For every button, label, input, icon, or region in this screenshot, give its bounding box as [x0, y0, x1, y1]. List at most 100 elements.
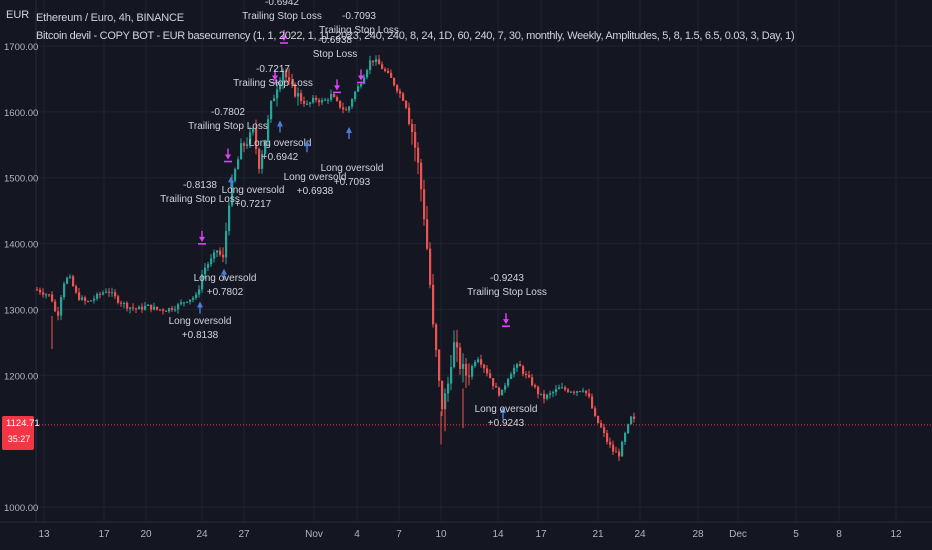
- candle-body: [297, 93, 300, 97]
- candle-body: [165, 310, 168, 312]
- candle-body: [630, 416, 633, 425]
- exit-signal-value: -0.7802: [211, 107, 245, 118]
- candle-body: [63, 283, 66, 298]
- long-entry-arrow-icon: [500, 406, 506, 413]
- candle-body: [321, 100, 324, 103]
- candle-body: [462, 363, 465, 369]
- candle-body: [354, 91, 357, 100]
- candle-body: [537, 386, 540, 395]
- candle-body: [312, 97, 315, 103]
- candle-body: [255, 128, 258, 149]
- candle-body: [360, 83, 363, 87]
- candle-body: [375, 59, 378, 63]
- candle-body: [96, 293, 99, 299]
- candle-body: [576, 391, 579, 393]
- candle-body: [111, 292, 114, 294]
- exit-signal-label: Trailing Stop Loss: [160, 194, 240, 205]
- candle-body: [267, 119, 270, 140]
- candle-body: [348, 106, 351, 111]
- candle-body: [492, 378, 495, 386]
- candle-body: [579, 391, 582, 393]
- candle-body: [342, 107, 345, 110]
- candle-body: [78, 292, 81, 300]
- candle-body: [522, 366, 525, 374]
- candle-body: [60, 297, 63, 316]
- candle-body: [624, 433, 627, 442]
- candle-body: [618, 451, 621, 457]
- candle-body: [114, 292, 117, 297]
- candle-body: [423, 189, 426, 220]
- candle-body: [435, 324, 438, 350]
- candle-body: [612, 444, 615, 452]
- candle-body: [633, 416, 636, 419]
- candle-body: [120, 302, 123, 304]
- candle-body: [420, 162, 423, 190]
- exit-arrow-icon: [358, 75, 364, 81]
- candle-body: [582, 390, 585, 392]
- candle-body: [195, 294, 198, 298]
- candle-body: [504, 385, 507, 390]
- current-price-badge: [2, 416, 34, 450]
- candle-body: [300, 93, 303, 102]
- candle-body: [390, 72, 393, 78]
- entry-signal-label: Long oversold: [284, 172, 347, 183]
- candle-body: [402, 93, 405, 101]
- price-tick-label: 1200.00: [4, 371, 38, 382]
- candle-body: [42, 292, 45, 295]
- time-tick-label: 27: [238, 529, 250, 540]
- candle-body: [384, 68, 387, 71]
- candle-body: [621, 441, 624, 457]
- price-tick-label: 1600.00: [4, 108, 38, 119]
- candle-body: [102, 292, 105, 295]
- candle-body: [249, 132, 252, 145]
- candle-body: [315, 97, 318, 100]
- candle-body: [525, 373, 528, 376]
- entry-signal-label: Long oversold: [475, 404, 538, 415]
- exit-signal-label: Trailing Stop Loss: [242, 11, 322, 22]
- symbol-title[interactable]: Ethereum / Euro, 4h, BINANCE: [36, 12, 184, 24]
- candle-body: [189, 299, 192, 302]
- candle-body: [198, 289, 201, 295]
- strategy-legend[interactable]: Bitcoin devil - COPY BOT - EUR basecurre…: [36, 30, 795, 42]
- price-tick-label: 1300.00: [4, 305, 38, 316]
- candle-body: [48, 294, 51, 296]
- long-entry-arrow-icon: [277, 120, 283, 127]
- candle-body: [117, 296, 120, 303]
- entry-signal-value: +0.7802: [207, 287, 244, 298]
- candle-body: [327, 99, 330, 101]
- candle-body: [399, 91, 402, 94]
- bar-countdown: 35:27: [7, 434, 31, 444]
- candle-body: [453, 342, 456, 368]
- candle-body: [588, 393, 591, 397]
- candle-body: [261, 153, 264, 169]
- candle-body: [318, 99, 321, 103]
- candle-body: [147, 304, 150, 306]
- candle-body: [564, 387, 567, 390]
- candle-body: [369, 60, 372, 71]
- candle-body: [366, 70, 369, 78]
- time-tick-label: 13: [38, 529, 50, 540]
- candle-body: [429, 248, 432, 285]
- candle-body: [486, 368, 489, 374]
- candle-body: [450, 367, 453, 384]
- candle-body: [405, 100, 408, 108]
- candle-body: [555, 389, 558, 393]
- candle-body: [54, 301, 57, 312]
- candle-body: [378, 59, 381, 65]
- candle-body: [237, 159, 240, 170]
- candle-body: [270, 101, 273, 120]
- candle-body: [282, 70, 285, 83]
- candle-body: [561, 387, 564, 389]
- candle-body: [411, 123, 414, 133]
- candle-body: [363, 77, 366, 84]
- candle-body: [138, 306, 141, 310]
- candle-body: [516, 364, 519, 368]
- time-tick-label: 28: [692, 529, 704, 540]
- candle-body: [51, 294, 54, 302]
- exit-signal-value: -0.9243: [490, 273, 524, 284]
- candle-body: [258, 148, 261, 169]
- candle-body: [105, 291, 108, 293]
- candle-body: [324, 99, 327, 101]
- candle-body: [36, 289, 39, 291]
